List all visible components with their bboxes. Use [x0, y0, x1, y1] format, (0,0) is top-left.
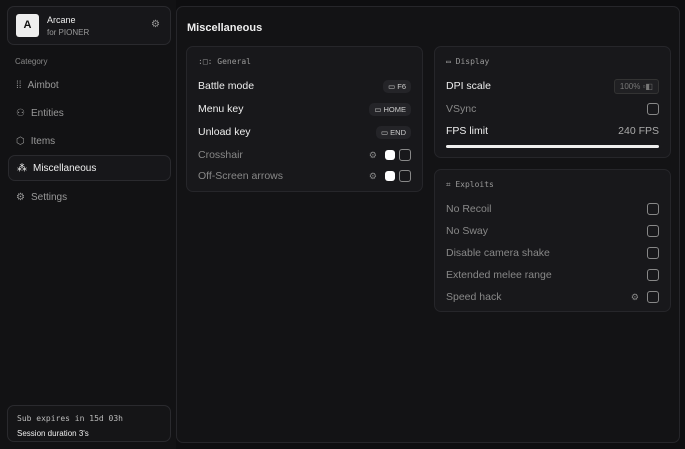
vsync-row: VSync: [446, 100, 659, 118]
toggle-row: Off-Screen arrows ⚙: [198, 167, 411, 185]
card-title: :□: General: [198, 57, 251, 66]
keybind-button[interactable]: ▭ END: [375, 125, 411, 139]
bind-row: Unload key ▭ END: [198, 123, 411, 141]
box-icon: ⬡: [16, 135, 25, 147]
exploits-card: ⌗ Exploits No Recoil No Sway Disable cam…: [434, 169, 671, 312]
sidebar-item-settings[interactable]: ⚙ Settings: [8, 184, 171, 210]
sidebar-item-entities[interactable]: ⚇ Entities: [8, 100, 171, 126]
sidebar: A Arcane for PIONER ⚙ Category ⁞⁞ Aimbot …: [0, 0, 176, 449]
checkbox[interactable]: [647, 247, 659, 259]
checkbox[interactable]: [399, 149, 411, 162]
page-title: Miscellaneous: [187, 22, 263, 34]
subscription-card: Sub expires in 15d 03h Session duration …: [7, 405, 171, 442]
gear-icon[interactable]: ⚙: [368, 149, 377, 160]
brand-subtitle: for PIONER: [47, 28, 90, 37]
sidebar-item-miscellaneous[interactable]: ⁂ Miscellaneous: [8, 155, 171, 181]
category-label: Category: [15, 57, 48, 66]
sidebar-item-items[interactable]: ⬡ Items: [8, 128, 171, 154]
subscription-expiry: Sub expires in 15d 03h: [17, 414, 123, 423]
checkbox[interactable]: [399, 170, 411, 183]
gear-icon[interactable]: ⚙: [151, 19, 160, 30]
exploit-row: Speed hack ⚙: [446, 288, 659, 306]
checkbox[interactable]: [647, 225, 659, 237]
brand-card: A Arcane for PIONER ⚙: [7, 6, 171, 45]
exploit-row: Disable camera shake: [446, 244, 659, 262]
exploit-row: No Sway: [446, 222, 659, 240]
card-title: ▭ Display: [446, 57, 490, 66]
sidebar-item-label: Entities: [30, 107, 64, 119]
dpi-input[interactable]: 100% ▫◧: [613, 78, 659, 94]
dpi-row: DPI scale 100% ▫◧: [446, 77, 659, 95]
gear-icon[interactable]: ⚙: [368, 170, 377, 181]
color-swatch[interactable]: [385, 150, 395, 161]
sidebar-item-aimbot[interactable]: ⁞⁞ Aimbot: [8, 72, 171, 98]
fps-row: FPS limit 240 FPS: [446, 125, 659, 137]
misc-icon: ⁂: [17, 162, 27, 174]
entities-icon: ⚇: [16, 107, 25, 119]
keybind-button[interactable]: ▭ HOME: [369, 102, 411, 116]
chip-icon: ⌗: [446, 180, 456, 189]
logo: A: [16, 14, 39, 37]
checkbox[interactable]: [647, 291, 659, 304]
monitor-icon: ▭: [446, 57, 456, 66]
gear-icon[interactable]: ⚙: [630, 291, 639, 302]
checkbox[interactable]: [647, 269, 659, 281]
brand-name: Arcane: [47, 15, 76, 25]
sidebar-item-label: Items: [30, 135, 56, 147]
fps-value: 240 FPS: [618, 125, 659, 137]
sidebar-item-label: Aimbot: [27, 79, 59, 91]
keybind-button[interactable]: ▭ F6: [383, 79, 411, 93]
card-title: ⌗ Exploits: [446, 180, 494, 189]
exploit-row: No Recoil: [446, 200, 659, 218]
grid-icon: :□:: [198, 57, 218, 66]
checkbox[interactable]: [647, 203, 659, 215]
bind-row: Battle mode ▭ F6: [198, 77, 411, 95]
display-card: ▭ Display DPI scale 100% ▫◧ VSync FPS lim…: [434, 46, 671, 158]
sidebar-item-label: Settings: [30, 191, 68, 203]
sidebar-item-label: Miscellaneous: [33, 162, 97, 174]
general-card: :□: General Battle mode ▭ F6 Menu key ▭ HO…: [186, 46, 423, 192]
checkbox[interactable]: [647, 103, 659, 115]
color-swatch[interactable]: [385, 171, 395, 182]
bind-row: Menu key ▭ HOME: [198, 100, 411, 118]
gear-icon: ⚙: [16, 191, 25, 203]
aimbot-icon: ⁞⁞: [16, 79, 22, 91]
toggle-row: Crosshair ⚙: [198, 146, 411, 164]
exploit-row: Extended melee range: [446, 266, 659, 284]
main-panel: Miscellaneous :□: General Battle mode ▭ F…: [176, 6, 680, 443]
session-duration: Session duration 3's: [17, 429, 89, 438]
fps-slider[interactable]: [446, 145, 659, 148]
